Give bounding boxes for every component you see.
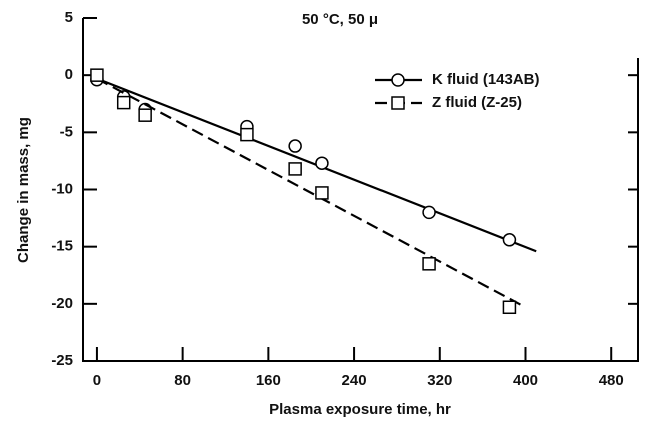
chart-title: 50 °C, 50 μ [302,11,378,28]
data-point [116,95,131,110]
x-tick-label: 0 [93,372,101,389]
legend-marker [391,73,405,87]
data-point [422,257,436,271]
y-tick-label: 5 [65,9,73,26]
legend-marker [391,96,405,110]
y-axis-label: Change in mass, mg [15,117,32,263]
y-tick-label: -10 [51,180,73,197]
x-tick-label: 480 [599,372,624,389]
x-tick-label: 80 [174,372,191,389]
data-point [240,127,254,142]
y-tick-label: -20 [51,295,73,312]
x-tick-label: 240 [342,372,367,389]
data-point [288,139,302,153]
y-tick-label: -5 [60,123,73,140]
x-tick-label: 400 [513,372,538,389]
data-point [502,233,517,247]
x-tick-label: 320 [427,372,452,389]
x-axis-label: Plasma exposure time, hr [269,401,451,418]
data-point [288,162,302,176]
axes-frame [82,18,639,362]
legend-label: Z fluid (Z-25) [432,94,522,111]
data-point [315,186,329,200]
x-tick-label: 160 [256,372,281,389]
data-point [422,205,436,220]
fit-line [96,77,527,309]
data-point [502,300,517,315]
y-tick-label: -25 [51,352,73,369]
y-tick-label: 0 [65,66,73,83]
data-point [315,156,329,170]
data-point [90,68,104,82]
data-point [138,108,152,122]
y-tick-label: -15 [51,238,73,255]
legend-label: K fluid (143AB) [432,71,540,88]
